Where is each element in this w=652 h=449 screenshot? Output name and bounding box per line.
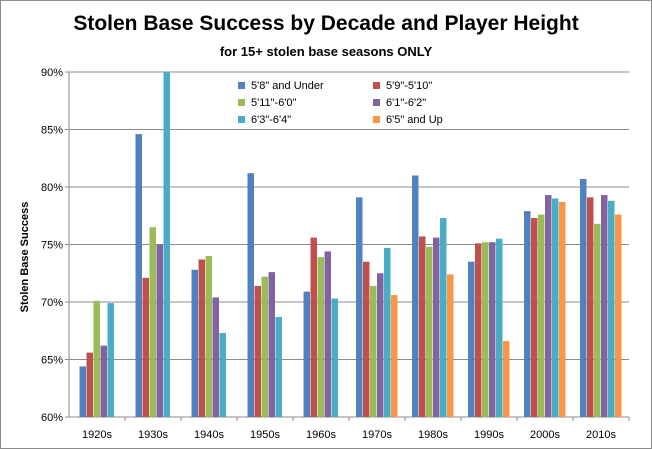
- y-tick-label: 90%: [41, 67, 63, 79]
- bar: [268, 272, 275, 417]
- bar: [370, 285, 377, 417]
- bar: [426, 246, 433, 417]
- y-tick-label: 60%: [41, 412, 63, 424]
- bar: [93, 300, 100, 417]
- bar: [475, 243, 482, 417]
- bar: [531, 218, 538, 417]
- legend-swatch: [373, 82, 380, 89]
- bar: [440, 218, 447, 417]
- bar: [331, 298, 338, 417]
- bar: [79, 366, 86, 417]
- bar: [419, 236, 426, 417]
- bar: [608, 200, 615, 417]
- legend-label: 6'3"-6'4": [251, 114, 291, 126]
- bar: [482, 242, 489, 417]
- bar: [468, 261, 475, 417]
- bar: [205, 256, 212, 417]
- bar: [324, 251, 331, 417]
- bar: [545, 195, 552, 417]
- x-tick-label: 1930s: [138, 429, 168, 441]
- y-tick-label: 85%: [41, 125, 63, 137]
- x-tick-label: 1960s: [306, 429, 336, 441]
- legend-label: 5'9"-5'10": [386, 80, 432, 92]
- bar: [254, 285, 261, 417]
- bar: [142, 277, 149, 417]
- bar: [412, 175, 419, 417]
- bar: [384, 247, 391, 417]
- bar: [198, 259, 205, 417]
- bar: [601, 195, 608, 417]
- bar: [219, 333, 226, 417]
- legend-swatch: [238, 116, 245, 123]
- bar: [524, 211, 531, 417]
- bar: [594, 223, 601, 417]
- legend-label: 6'5" and Up: [386, 114, 443, 126]
- bar: [433, 237, 440, 417]
- bar: [303, 291, 310, 417]
- bar: [86, 352, 93, 417]
- chart-subtitle: for 15+ stolen base seasons ONLY: [219, 44, 433, 59]
- y-tick-label: 65%: [41, 355, 63, 367]
- x-tick-label: 1990s: [474, 429, 504, 441]
- bar: [310, 237, 317, 417]
- bar: [496, 238, 503, 417]
- y-tick-label: 80%: [41, 182, 63, 194]
- bar: [489, 242, 496, 417]
- bar: [377, 273, 384, 417]
- x-tick-label: 1940s: [194, 429, 224, 441]
- legend-label: 6'1"-6'2": [386, 97, 426, 109]
- bar: [156, 244, 163, 417]
- bar: [580, 178, 587, 417]
- bar: [163, 72, 170, 417]
- bar: [275, 316, 282, 417]
- bar: [191, 269, 198, 417]
- chart-title: Stolen Base Success by Decade and Player…: [73, 12, 579, 35]
- bar: [552, 198, 559, 417]
- x-tick-label: 1980s: [418, 429, 448, 441]
- bar: [538, 214, 545, 417]
- bar: [149, 227, 156, 417]
- y-tick-label: 70%: [41, 297, 63, 309]
- legend-swatch: [238, 82, 245, 89]
- x-tick-label: 2010s: [586, 429, 616, 441]
- legend-label: 5'11"-6'0": [251, 97, 297, 109]
- bar: [363, 261, 370, 417]
- bar: [212, 297, 219, 417]
- x-tick-label: 2000s: [530, 429, 560, 441]
- bar: [317, 257, 324, 417]
- bar: [135, 134, 142, 417]
- y-tick-label: 75%: [41, 240, 63, 252]
- legend-swatch: [373, 99, 380, 106]
- legend-label: 5'8" and Under: [251, 80, 324, 92]
- bar: [261, 276, 268, 417]
- bar: [615, 214, 622, 417]
- bar: [503, 341, 510, 417]
- x-tick-label: 1950s: [250, 429, 280, 441]
- bar: [447, 274, 454, 417]
- bar: [107, 303, 114, 417]
- bar: [247, 173, 254, 417]
- bar: [356, 197, 363, 417]
- x-tick-label: 1920s: [82, 429, 112, 441]
- bar: [559, 201, 566, 417]
- x-tick-label: 1970s: [362, 429, 392, 441]
- bar: [391, 295, 398, 417]
- legend-swatch: [373, 116, 380, 123]
- bar: [587, 197, 594, 417]
- bar: [100, 345, 107, 417]
- legend-swatch: [238, 99, 245, 106]
